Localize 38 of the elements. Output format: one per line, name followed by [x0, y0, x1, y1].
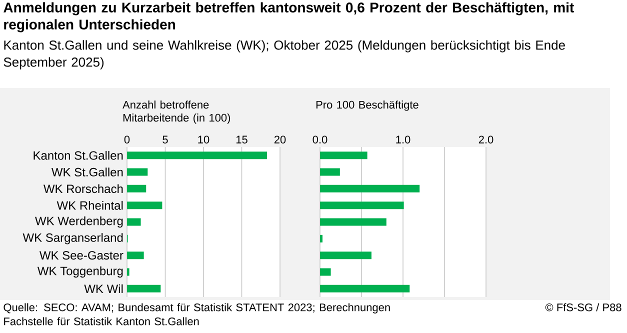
y-tick-label: WK Rheintal	[56, 200, 123, 210]
bar	[320, 218, 386, 226]
bar	[320, 252, 372, 260]
bar	[320, 152, 368, 160]
chart-title: Anmeldungen zu Kurzarbeit betreffen kantonsweit 0,6 Prozent der Beschäftigten, mit regionalen Unterschieden	[4, 2, 574, 32]
bar	[320, 184, 420, 192]
bar	[320, 202, 404, 210]
chart-subtitle: Kanton St.Gallen und seine Wahlkreise (WK); Oktober 2025 (Meldungen berücksichtigt bis Ende September 2025)	[4, 40, 565, 70]
bar	[127, 252, 144, 260]
bar	[320, 284, 410, 292]
y-tick-label: WK Wil	[84, 284, 123, 294]
y-tick-label: WK Rorschach	[43, 184, 123, 194]
y-tick-label: WK Werdenberg	[35, 216, 123, 228]
bar	[320, 168, 340, 176]
y-tick-label: WK Toggenburg	[37, 266, 123, 278]
x-tick-label: 5	[162, 136, 168, 144]
bar	[127, 202, 162, 210]
bar	[127, 152, 267, 160]
x-tick-label: 20	[274, 136, 286, 144]
y-tick-label: WK See-Gaster	[39, 251, 124, 260]
x-tick-label: 10	[198, 136, 210, 144]
x-tick-label: 2.0	[478, 136, 494, 144]
x-axis-title: Anzahl betroffene Mitarbeitende (in 100)	[122, 100, 230, 124]
y-tick-label: Kanton St.Gallen	[34, 150, 123, 160]
text: © FfS-SG / P88	[545, 303, 622, 312]
bar	[127, 284, 161, 292]
y-tick-label: WK Sarganserland	[22, 233, 123, 244]
x-tick-label: 15	[236, 136, 248, 144]
source-note: Quelle: SECO: AVAM; Bundesamt für Statistik STATENT 2023; Berechnungen Fachstelle für Statistik Kanton St.Gallen	[4, 303, 390, 326]
x-axis-title: Pro 100 Beschäftigte	[316, 100, 418, 111]
bar	[320, 268, 331, 276]
x-tick-label: 1.0	[396, 136, 410, 144]
bar	[127, 168, 148, 176]
x-tick-label: 0.0	[312, 136, 328, 144]
x-tick-label: 0	[124, 136, 130, 144]
y-tick-label: WK St.Gallen	[51, 168, 123, 176]
bar	[127, 218, 141, 226]
bar	[127, 184, 146, 192]
